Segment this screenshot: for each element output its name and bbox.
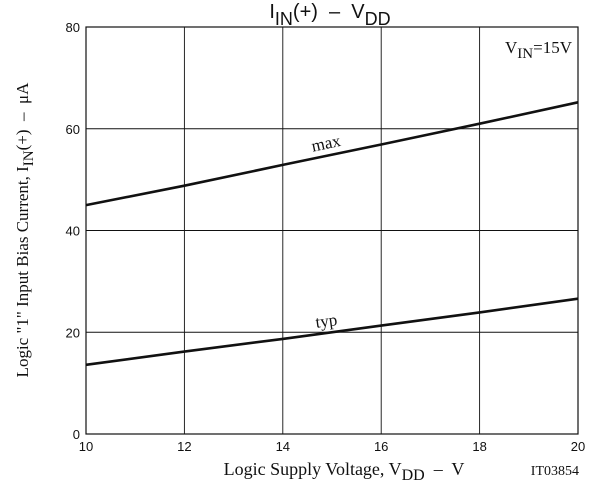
- annotation-tail: =15V: [533, 38, 573, 57]
- x-tick-label: 14: [276, 439, 290, 454]
- x-axis-label-tail: – V: [425, 459, 465, 479]
- y-axis-label-main: Logic "1" Input Bias Current, I: [13, 166, 32, 378]
- annotation-main: V: [505, 38, 518, 57]
- series-label-typ: typ: [314, 310, 338, 332]
- series-labels: max typ: [310, 131, 343, 332]
- chart-title-sub2: DD: [365, 9, 391, 29]
- x-tick-label: 16: [374, 439, 388, 454]
- y-axis-label: Logic "1" Input Bias Current, IIN(+) – μ…: [13, 82, 37, 378]
- condition-annotation: VIN=15V: [505, 38, 573, 62]
- y-tick-label: 20: [66, 325, 80, 340]
- y-tick-labels: 0 20 40 60 80: [66, 20, 80, 442]
- y-tick-label: 40: [66, 224, 80, 239]
- series-layer: [85, 101, 579, 367]
- series-line-max: [85, 101, 579, 207]
- series-line-typ: [85, 297, 579, 367]
- grid: [86, 27, 578, 434]
- x-tick-label: 12: [177, 439, 191, 454]
- y-axis-label-sub: IN: [21, 150, 37, 166]
- series-label-max: max: [310, 131, 343, 156]
- x-tick-labels: 10 12 14 16 18 20: [79, 439, 585, 454]
- x-axis-label: Logic Supply Voltage, VDD – V: [224, 459, 465, 483]
- y-tick-label: 0: [73, 427, 80, 442]
- x-tick-label: 20: [571, 439, 585, 454]
- figure-code: IT03854: [531, 464, 579, 479]
- x-tick-label: 10: [79, 439, 93, 454]
- y-tick-label: 60: [66, 122, 80, 137]
- x-tick-label: 18: [472, 439, 486, 454]
- annotation-sub: IN: [517, 46, 533, 62]
- y-axis-label-tail: (+) – μA: [13, 82, 32, 151]
- plot-frame: [85, 26, 579, 435]
- x-axis-label-main: Logic Supply Voltage, V: [224, 459, 402, 479]
- x-axis-label-sub: DD: [402, 467, 425, 483]
- y-tick-label: 80: [66, 20, 80, 35]
- chart-title: IIN(+) – VDD: [269, 1, 390, 29]
- chart-title-mid: (+) – V: [293, 1, 365, 23]
- chart-title-main: I: [269, 1, 275, 23]
- chart-title-sub1: IN: [275, 9, 293, 29]
